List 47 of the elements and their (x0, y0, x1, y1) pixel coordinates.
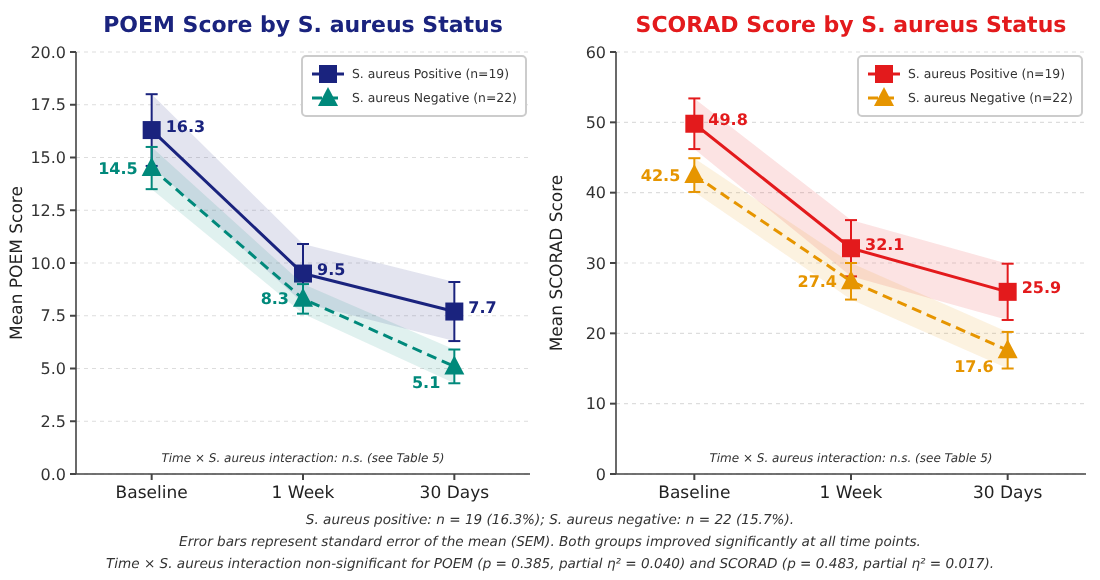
y-tick-label: 30 (585, 254, 606, 273)
point (998, 282, 1017, 301)
data-label: 7.7 (468, 299, 497, 318)
y-tick-label: 10.0 (30, 254, 66, 273)
data-label: 17.6 (954, 357, 995, 376)
y-tick-label: 0.0 (40, 465, 66, 484)
x-tick-label: 1 Week (271, 484, 335, 504)
y-tick-label: 50 (585, 113, 606, 132)
data-label: 8.3 (260, 290, 289, 309)
y-tick-label: 60 (585, 43, 606, 62)
data-label: 27.4 (797, 272, 838, 291)
x-tick-label: 30 Days (419, 484, 491, 504)
data-label: 16.3 (165, 117, 206, 136)
y-tick-label: 12.5 (30, 201, 66, 220)
x-tick-label: Baseline (658, 484, 731, 504)
y-axis-title: Mean POEM Score (8, 186, 28, 340)
point (685, 114, 704, 133)
y-tick-label: 17.5 (30, 96, 66, 115)
y-tick-label: 40 (585, 184, 606, 203)
y-tick-label: 0 (595, 465, 606, 484)
data-label: 42.5 (640, 166, 682, 185)
data-label: 5.1 (411, 373, 442, 392)
data-label: 25.9 (1021, 279, 1063, 298)
y-tick-label: 10 (585, 395, 606, 414)
point (444, 355, 465, 375)
y-tick-label: 15.0 (30, 149, 66, 168)
data-label: 14.5 (98, 159, 139, 178)
data-label: 9.5 (317, 261, 347, 280)
y-tick-label: 7.5 (40, 307, 66, 326)
point (293, 287, 313, 307)
x-tick-label: 30 Days (972, 484, 1044, 504)
y-tick-label: 2.5 (40, 412, 66, 431)
point (445, 302, 464, 321)
chart-title: SCORAD Score by S. aureus Status (635, 12, 1068, 38)
chart-title: POEM Score by S. aureus Status (103, 12, 504, 38)
x-tick-label: Baseline (115, 484, 188, 504)
point (684, 164, 705, 184)
point (997, 339, 1018, 359)
x-tick-label: 1 Week (819, 484, 883, 504)
point (142, 121, 161, 140)
data-label: 49.8 (708, 111, 749, 130)
data-label: 32.1 (865, 235, 906, 254)
y-tick-label: 20.0 (30, 43, 66, 62)
y-tick-label: 20 (585, 324, 606, 343)
y-axis-title: Mean SCORAD Score (548, 174, 568, 352)
y-tick-label: 5.0 (40, 360, 66, 379)
point (842, 239, 860, 258)
